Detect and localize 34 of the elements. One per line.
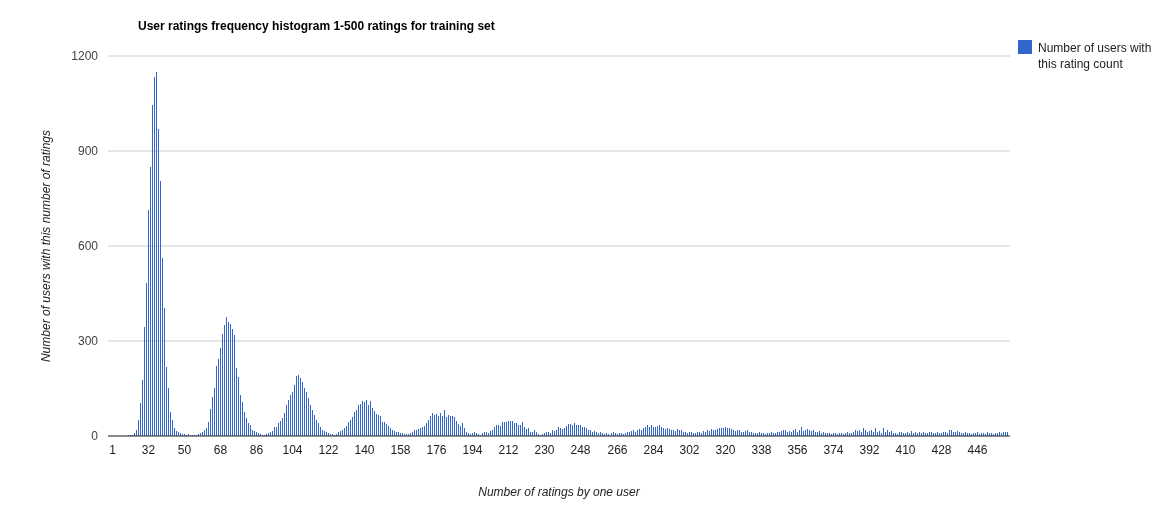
y-tick-label: 0 (91, 429, 99, 444)
x-tick-label: 284 (643, 443, 664, 457)
legend-label: Number of users with this rating count (1038, 41, 1152, 72)
x-tick-label: 266 (607, 443, 628, 457)
x-tick-label: 320 (715, 443, 736, 457)
x-tick-label: 86 (249, 443, 264, 457)
x-tick-label: 32 (141, 443, 156, 457)
x-tick-label: 104 (282, 443, 303, 457)
x-tick-label: 140 (354, 443, 375, 457)
x-tick-label: 158 (390, 443, 411, 457)
y-tick-label: 300 (77, 334, 99, 349)
x-tick-label: 50 (177, 443, 192, 457)
x-tick-label: 374 (823, 443, 844, 457)
x-tick-label: 392 (859, 443, 880, 457)
x-tick-label: 68 (213, 443, 228, 457)
x-axis-title: Number of ratings by one user (478, 485, 641, 499)
x-tick-label: 428 (931, 443, 952, 457)
y-tick-label: 900 (77, 144, 99, 159)
x-tick-label: 356 (787, 443, 808, 457)
x-tick-label: 1 (109, 443, 117, 457)
x-tick-label: 248 (570, 443, 591, 457)
x-tick-label: 122 (318, 443, 339, 457)
y-tick-label: 1200 (71, 49, 99, 64)
x-tick-label: 446 (967, 443, 988, 457)
y-tick-label: 600 (77, 239, 99, 254)
x-tick-label: 176 (426, 443, 447, 457)
chart-title: User ratings frequency histogram 1-500 ratings for training set (138, 19, 495, 33)
x-tick-label: 230 (534, 443, 555, 457)
y-axis-title: Number of users with this number of ratings (39, 129, 53, 363)
x-tick-label: 212 (498, 443, 519, 457)
x-tick-label: 302 (679, 443, 700, 457)
x-tick-label: 410 (895, 443, 916, 457)
x-tick-label: 338 (751, 443, 772, 457)
x-tick-label: 194 (462, 443, 483, 457)
